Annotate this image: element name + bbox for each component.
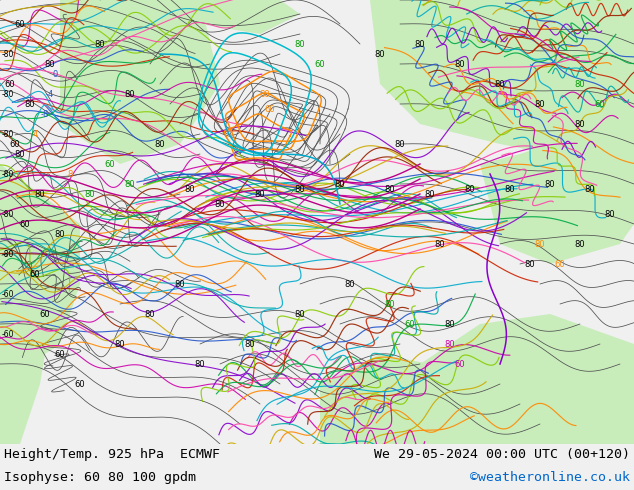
Text: 80: 80 — [534, 240, 545, 248]
Text: 80: 80 — [15, 149, 25, 158]
Text: 80: 80 — [574, 79, 585, 89]
Polygon shape — [0, 0, 80, 384]
Text: 80: 80 — [184, 185, 195, 194]
Text: 80: 80 — [295, 185, 306, 194]
Text: -80: -80 — [2, 249, 14, 259]
Text: -80: -80 — [2, 170, 14, 178]
Text: 0: 0 — [53, 70, 58, 78]
Text: Height/Temp. 925 hPa  ECMWF: Height/Temp. 925 hPa ECMWF — [4, 448, 220, 461]
Text: 80: 80 — [495, 79, 505, 89]
Text: 80: 80 — [574, 240, 585, 248]
Polygon shape — [370, 0, 634, 164]
Text: -80: -80 — [2, 210, 14, 219]
Text: 80: 80 — [85, 190, 95, 198]
Text: 80: 80 — [465, 185, 476, 194]
Text: 80: 80 — [115, 340, 126, 348]
Text: -80: -80 — [2, 90, 14, 98]
Text: 80: 80 — [435, 240, 445, 248]
Text: 80: 80 — [585, 185, 595, 194]
Text: 80: 80 — [444, 319, 455, 328]
Text: -8: -8 — [41, 109, 49, 119]
Text: 80: 80 — [505, 185, 515, 194]
Text: 60: 60 — [55, 349, 65, 359]
Text: 80: 80 — [395, 140, 405, 148]
Text: 80: 80 — [35, 190, 45, 198]
Text: -80: -80 — [2, 129, 14, 139]
Text: -4: -4 — [46, 90, 54, 98]
Text: 80: 80 — [385, 299, 396, 309]
Text: 60: 60 — [20, 220, 30, 228]
Text: 80: 80 — [525, 260, 535, 269]
Text: Isophyse: 60 80 100 gpdm: Isophyse: 60 80 100 gpdm — [4, 470, 196, 484]
Text: 80: 80 — [415, 40, 425, 49]
Text: 80: 80 — [125, 90, 135, 98]
Text: 80: 80 — [534, 99, 545, 108]
Text: 80: 80 — [345, 279, 355, 289]
Text: 80: 80 — [25, 99, 36, 108]
Text: 80: 80 — [425, 190, 436, 198]
Text: 60: 60 — [40, 310, 50, 318]
Text: 80: 80 — [94, 40, 105, 49]
Text: 80: 80 — [125, 179, 135, 189]
Text: -60: -60 — [2, 329, 14, 339]
Text: 80: 80 — [335, 179, 346, 189]
Polygon shape — [550, 0, 634, 64]
Text: 80: 80 — [295, 310, 306, 318]
Text: 60: 60 — [264, 104, 275, 114]
Text: 80: 80 — [195, 360, 205, 368]
Text: 60: 60 — [30, 270, 41, 278]
Text: 60: 60 — [595, 99, 605, 108]
Text: 80: 80 — [444, 340, 455, 348]
Text: 60: 60 — [4, 79, 15, 89]
Polygon shape — [480, 134, 634, 264]
Text: 80: 80 — [175, 279, 185, 289]
Text: 80: 80 — [375, 49, 385, 58]
Text: 80: 80 — [545, 179, 555, 189]
Text: 60: 60 — [15, 20, 25, 28]
Text: 80: 80 — [260, 90, 270, 98]
Text: ©weatheronline.co.uk: ©weatheronline.co.uk — [470, 470, 630, 484]
Polygon shape — [320, 354, 430, 444]
Text: 80: 80 — [145, 310, 155, 318]
Text: 60: 60 — [555, 260, 566, 269]
Text: 80: 80 — [455, 59, 465, 69]
Polygon shape — [160, 0, 300, 34]
Text: 80: 80 — [605, 210, 616, 219]
Text: 60: 60 — [10, 140, 20, 148]
Text: 80: 80 — [245, 340, 256, 348]
Text: 4: 4 — [32, 129, 37, 139]
Text: 8: 8 — [67, 170, 73, 178]
Text: 60: 60 — [314, 59, 325, 69]
Text: 80: 80 — [55, 229, 65, 239]
Polygon shape — [420, 314, 634, 444]
Text: 60: 60 — [75, 379, 86, 389]
Text: 60: 60 — [404, 319, 415, 328]
Text: 60: 60 — [455, 360, 465, 368]
Text: 80: 80 — [44, 59, 55, 69]
Text: 80: 80 — [155, 140, 165, 148]
Text: 80: 80 — [255, 190, 265, 198]
Text: 80: 80 — [385, 185, 396, 194]
Text: -60: -60 — [2, 290, 14, 298]
Text: 60: 60 — [105, 160, 115, 169]
Polygon shape — [60, 0, 220, 164]
Text: 80: 80 — [295, 40, 306, 49]
Text: We 29-05-2024 00:00 UTC (00+120): We 29-05-2024 00:00 UTC (00+120) — [374, 448, 630, 461]
Text: 80: 80 — [215, 199, 225, 209]
Text: -80: -80 — [2, 49, 14, 58]
Text: 80: 80 — [574, 120, 585, 128]
Polygon shape — [0, 264, 50, 444]
